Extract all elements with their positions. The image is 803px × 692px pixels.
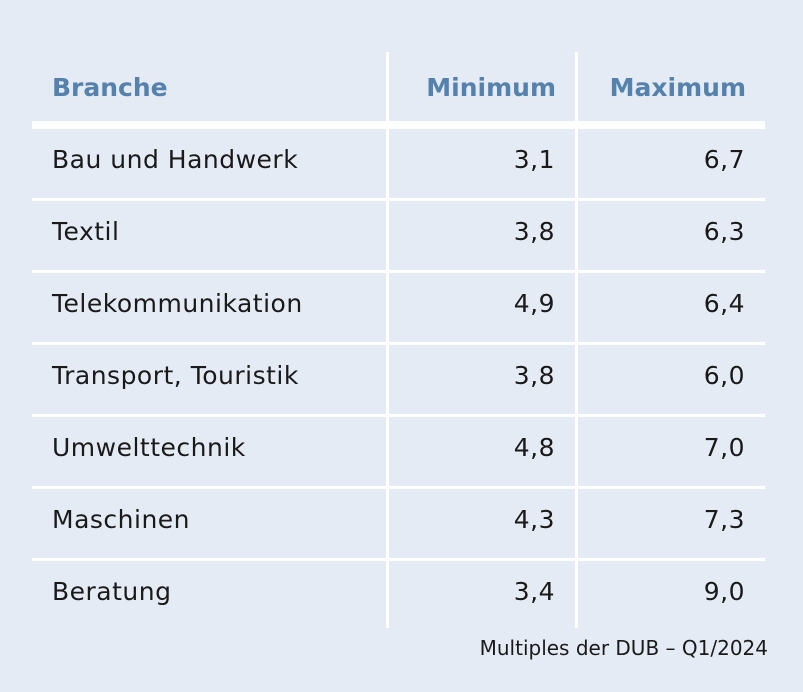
- source-note: Multiples der DUB – Q1/2024: [479, 636, 768, 660]
- table-row: Beratung 3,4 9,0: [32, 560, 765, 632]
- branche-cell: Beratung: [52, 577, 172, 606]
- row-divider: [32, 342, 765, 345]
- maximum-cell: 6,7: [703, 145, 745, 174]
- minimum-cell: 3,1: [513, 145, 555, 174]
- minimum-cell: 3,8: [513, 217, 555, 246]
- row-divider: [32, 270, 765, 273]
- column-divider-1: [386, 52, 389, 628]
- row-divider: [32, 486, 765, 489]
- branche-cell: Umwelttechnik: [52, 433, 246, 462]
- minimum-cell: 4,8: [513, 433, 555, 462]
- maximum-cell: 6,3: [703, 217, 745, 246]
- table-row: Telekommunikation 4,9 6,4: [32, 272, 765, 345]
- table-row: Maschinen 4,3 7,3: [32, 488, 765, 561]
- branche-cell: Telekommunikation: [52, 289, 303, 318]
- row-divider: [32, 558, 765, 561]
- header-branche: Branche: [52, 73, 168, 102]
- minimum-cell: 4,3: [513, 505, 555, 534]
- branche-cell: Maschinen: [52, 505, 191, 534]
- table-row: Umwelttechnik 4,8 7,0: [32, 416, 765, 489]
- table-row: Transport, Touristik 3,8 6,0: [32, 344, 765, 417]
- maximum-cell: 6,4: [703, 289, 745, 318]
- maximum-cell: 9,0: [703, 577, 745, 606]
- branche-cell: Transport, Touristik: [52, 361, 299, 390]
- table-row: Textil 3,8 6,3: [32, 200, 765, 273]
- header-minimum: Minimum: [426, 73, 556, 102]
- branche-cell: Textil: [52, 217, 120, 246]
- column-divider-2: [575, 52, 578, 628]
- branche-cell: Bau und Handwerk: [52, 145, 299, 174]
- maximum-cell: 7,0: [703, 433, 745, 462]
- table-row: Bau und Handwerk 3,1 6,7: [32, 128, 765, 201]
- row-divider: [32, 198, 765, 201]
- row-divider: [32, 414, 765, 417]
- header-maximum: Maximum: [609, 73, 746, 102]
- minimum-cell: 3,8: [513, 361, 555, 390]
- minimum-cell: 4,9: [513, 289, 555, 318]
- maximum-cell: 7,3: [703, 505, 745, 534]
- minimum-cell: 3,4: [513, 577, 555, 606]
- header-divider: [32, 121, 765, 129]
- maximum-cell: 6,0: [703, 361, 745, 390]
